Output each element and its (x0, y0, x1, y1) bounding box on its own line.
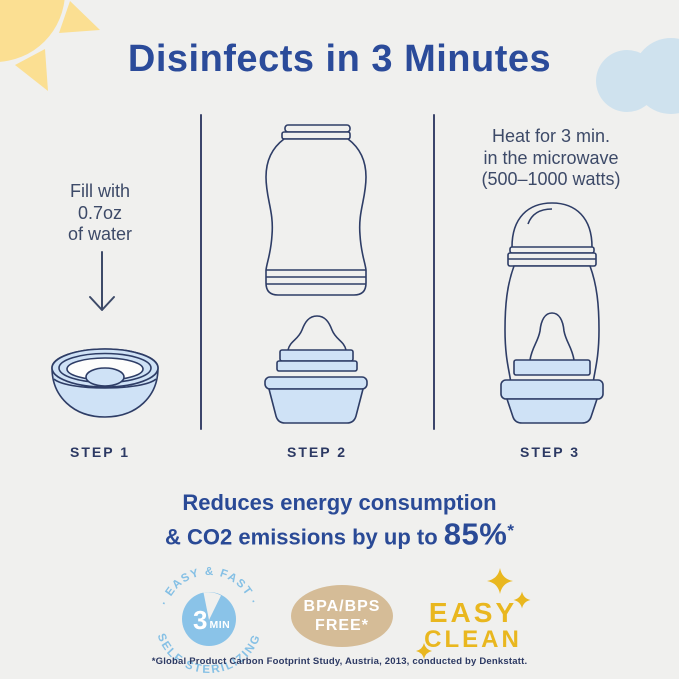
badge-clock-wedge (203, 592, 221, 620)
step1-instruction-line: 0.7oz (77, 202, 123, 223)
benefit-text: Reduces energy consumption & CO2 emissio… (0, 489, 679, 551)
bottle-body-illustration (265, 124, 367, 296)
bpa-free-badge: BPA/BPS FREE* (291, 585, 393, 647)
step3-label: STEP 3 (520, 444, 580, 460)
badge-3min-unit: MIN (210, 619, 231, 631)
step3-instruction-line: (500–1000 watts) (481, 169, 621, 189)
sparkle-icon (487, 568, 513, 594)
footnote: *Global Product Carbon Footprint Study, … (151, 656, 528, 667)
benefit-line1: Reduces energy consumption (182, 490, 497, 515)
bowl-illustration (51, 348, 159, 418)
assembled-bottle-illustration (500, 202, 604, 424)
easy-clean-line2: CLEAN (424, 626, 522, 653)
step1-instruction-line: of water (67, 224, 133, 244)
cloud-icon (596, 38, 679, 114)
column-divider (200, 114, 202, 430)
bpa-badge-line1: BPA/BPS (303, 598, 381, 615)
step1-instruction: Fill with 0.7oz of water (20, 181, 180, 246)
step3-instruction-line: in the microwave (483, 147, 619, 168)
badge-3min-number: 3 (193, 605, 207, 635)
sparkle-icon (416, 643, 432, 659)
step1-label: STEP 1 (70, 444, 130, 460)
page-title: Disinfects in 3 Minutes (127, 38, 552, 80)
benefit-percentage: 85% (443, 516, 508, 552)
step3-instruction: Heat for 3 min. in the microwave (500–10… (440, 126, 662, 191)
easy-clean-line1: EASY (429, 597, 517, 628)
down-arrow-icon (89, 251, 115, 311)
benefit-asterisk: * (507, 521, 514, 540)
step3-instruction-line: Heat for 3 min. (491, 126, 611, 146)
self-sterilizing-badge: 3 MIN · EASY & FAST · SELF STERILIZING (155, 566, 262, 675)
benefit-line2-prefix: & CO2 emissions by up to (165, 524, 444, 550)
sparkle-icon (513, 591, 531, 609)
bpa-badge-line2: FREE* (315, 617, 369, 634)
sterilizer-base-illustration (264, 376, 368, 424)
step1-instruction-line: Fill with (69, 181, 130, 201)
column-divider (433, 114, 435, 430)
sun-icon (0, 0, 100, 91)
nipple-illustration (276, 315, 358, 372)
easy-clean-badge: EASY CLEAN (416, 568, 531, 659)
benefit-line2: & CO2 emissions by up to 85%* (0, 517, 679, 551)
step2-label: STEP 2 (287, 444, 347, 460)
